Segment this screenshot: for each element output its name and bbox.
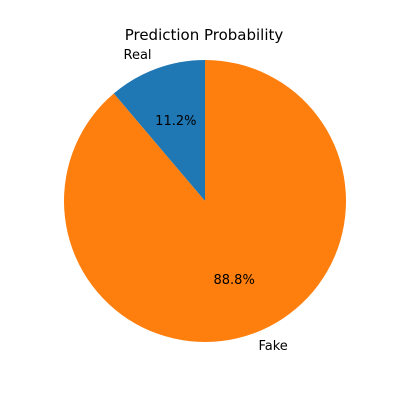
pie-slice-fake bbox=[64, 60, 346, 342]
pie-labels: 11.2% Real 88.8% Fake bbox=[124, 48, 288, 354]
pie-category-label-fake: Fake bbox=[258, 339, 287, 354]
pie-slices bbox=[64, 60, 346, 342]
pie-pct-label-fake: 88.8% bbox=[214, 273, 255, 288]
pie-category-label-real: Real bbox=[124, 48, 152, 63]
chart-title: Prediction Probability bbox=[125, 26, 284, 44]
pie-slice-real bbox=[113, 60, 205, 201]
pie-pct-label-real: 11.2% bbox=[155, 114, 196, 129]
